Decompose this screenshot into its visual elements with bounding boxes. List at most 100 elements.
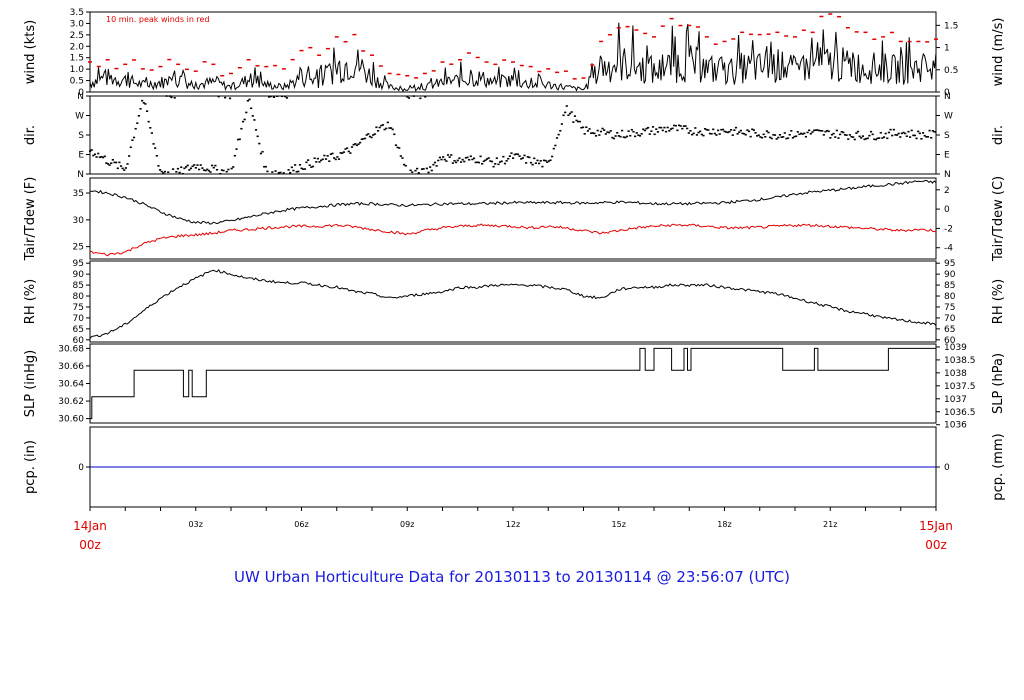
direction-point (320, 159, 323, 162)
direction-point (801, 133, 804, 135)
direction-point (336, 156, 339, 158)
direction-point (507, 157, 510, 160)
direction-point (596, 129, 599, 132)
peak-wind-mark (273, 64, 278, 67)
direction-point (326, 155, 329, 157)
direction-point (796, 131, 799, 133)
peak-wind-mark (925, 41, 930, 43)
direction-point (834, 136, 837, 138)
direction-point (269, 95, 272, 98)
direction-point (108, 164, 111, 166)
direction-point (90, 149, 93, 151)
series-line-tdew (89, 223, 937, 257)
direction-point (809, 132, 812, 135)
direction-point (171, 168, 175, 170)
direction-point (102, 156, 105, 159)
direction-point (764, 135, 767, 138)
direction-point (643, 129, 646, 132)
direction-point (559, 129, 562, 132)
peak-wind-mark (422, 72, 427, 75)
direction-point (930, 136, 933, 139)
direction-point (438, 156, 441, 159)
direction-point (484, 159, 487, 162)
peak-wind-mark (616, 27, 621, 29)
left-tick-label: 2.0 (70, 42, 85, 52)
peak-wind-mark (493, 63, 498, 66)
direction-point (183, 167, 186, 170)
direction-point (282, 172, 285, 174)
direction-point (508, 155, 511, 157)
peak-wind-mark (775, 31, 780, 34)
direction-point (176, 167, 180, 170)
left-tick-label: 80 (73, 292, 85, 302)
direction-point (246, 99, 250, 102)
peak-wind-mark (202, 61, 207, 63)
direction-point (817, 129, 821, 132)
direction-point (825, 129, 829, 132)
left-tick-label: 0 (78, 88, 84, 98)
peak-wind-mark (299, 49, 304, 52)
direction-point (734, 126, 738, 129)
peak-wind-mark (757, 33, 762, 36)
end-hour-label: 00z (925, 538, 947, 552)
direction-point (637, 134, 640, 136)
direction-point (897, 132, 900, 135)
direction-point (280, 95, 284, 98)
direction-point (115, 161, 118, 164)
direction-point (912, 134, 915, 137)
direction-point (775, 138, 778, 140)
direction-point (250, 107, 253, 110)
left-tick-label: 30.60 (58, 415, 84, 425)
direction-point (238, 138, 241, 141)
direction-point (237, 138, 240, 141)
direction-point (316, 157, 319, 160)
direction-point (739, 129, 742, 132)
direction-point (773, 134, 777, 136)
peak-wind-mark (916, 40, 921, 43)
direction-point (839, 133, 842, 136)
direction-point (459, 161, 463, 163)
direction-point (350, 146, 354, 148)
direction-point (554, 144, 557, 147)
direction-point (199, 164, 202, 166)
left-tick-label: 0.5 (70, 77, 84, 87)
direction-point (487, 157, 490, 159)
direction-point (746, 129, 749, 131)
direction-point (372, 134, 375, 136)
direction-point (404, 164, 407, 167)
direction-point (196, 164, 199, 166)
peak-wind-mark (546, 68, 551, 70)
direction-point (879, 131, 882, 134)
direction-point (621, 129, 624, 132)
direction-point (811, 131, 814, 133)
direction-point (573, 115, 577, 117)
direction-point (634, 135, 637, 138)
direction-point (583, 133, 586, 135)
peak-wind-mark (184, 68, 189, 71)
direction-point (604, 133, 607, 135)
peak-wind-mark (96, 65, 101, 68)
start-day-label: 14Jan (73, 519, 107, 533)
direction-point (289, 171, 292, 174)
left-tick-label: 30.62 (58, 397, 84, 407)
direction-point (928, 129, 931, 132)
direction-point (357, 143, 360, 145)
direction-point (705, 128, 708, 131)
panel-frame (89, 343, 937, 424)
direction-point (829, 137, 832, 139)
peak-wind-mark (810, 31, 815, 34)
direction-point (315, 161, 318, 163)
direction-point (749, 135, 752, 138)
direction-point (730, 128, 733, 131)
direction-point (145, 110, 149, 112)
direction-point (170, 96, 173, 99)
direction-point (93, 153, 97, 156)
direction-point (770, 137, 773, 140)
peak-wind-mark (687, 24, 692, 27)
direction-point (840, 131, 843, 133)
direction-point (588, 128, 591, 130)
direction-point (669, 128, 673, 130)
direction-point (874, 138, 878, 141)
peak-wind-mark (643, 32, 648, 35)
peak-wind-mark (766, 33, 771, 35)
